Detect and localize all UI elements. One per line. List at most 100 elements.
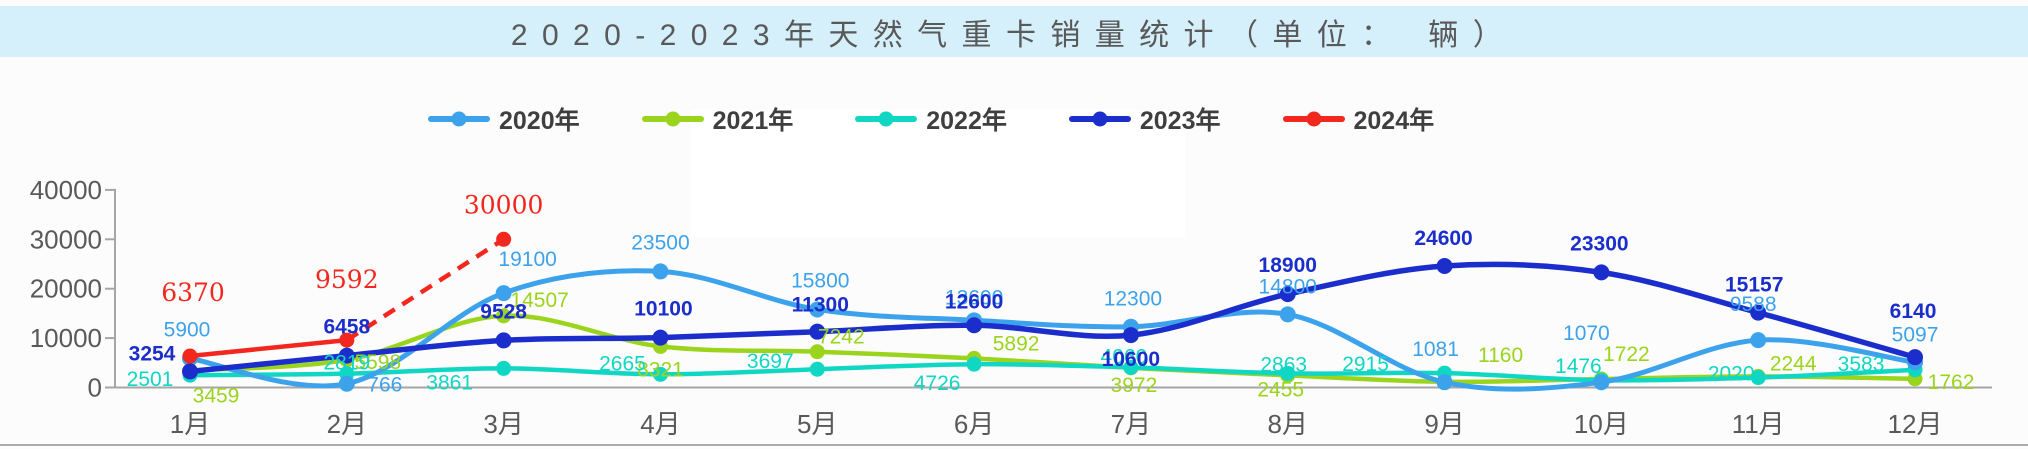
y-axis-tick-label: 20000 (30, 274, 102, 304)
x-axis-month-label: 6月 (954, 409, 994, 439)
chart-title: 2020-2023年天然气重卡销量统计（单位： 辆） (0, 6, 2028, 57)
series-line-dashed (345, 237, 505, 343)
data-point-label: 2244 (1770, 352, 1817, 375)
data-point (495, 332, 512, 349)
x-axis-month-label: 11月 (1732, 409, 1785, 439)
x-axis-month-label: 10月 (1574, 409, 1629, 439)
data-point (338, 347, 355, 364)
data-point-label: 4060 (1101, 345, 1148, 368)
data-point-label: 5900 (164, 318, 211, 341)
data-point-label: 8321 (637, 358, 684, 381)
data-point-label: 11300 (792, 294, 849, 317)
data-point-label: 1476 (1555, 355, 1602, 378)
y-axis-tick-label: 10000 (30, 323, 102, 353)
legend-label: 2023年 (1139, 107, 1221, 135)
data-point (809, 323, 826, 340)
data-point-label: 23500 (631, 231, 689, 254)
data-point-label: 2819 (323, 352, 370, 375)
data-point (809, 301, 826, 318)
data-point (495, 285, 512, 302)
axes: 0 10000 20000 30000 40000 1月 2月 3月 4月 5月 6月 7月 8月 9月 1… (30, 175, 1992, 439)
series-labels-2024: 6370 9592 30000 (161, 190, 543, 307)
data-point-label: 3254 (129, 342, 176, 365)
legend-label: 2021年 (712, 107, 794, 135)
data-point-label: 1070 (1563, 322, 1610, 345)
data-point (966, 317, 983, 334)
data-point (1593, 264, 1610, 281)
data-point-label: 15157 (1725, 274, 1783, 297)
legend-item-2020: 2020年 (428, 101, 580, 137)
data-point-label: 6458 (323, 316, 370, 339)
data-point-label: 23300 (1570, 232, 1628, 255)
data-point-label: 2665 (599, 352, 646, 375)
data-point (1279, 306, 1296, 323)
data-point (652, 366, 668, 382)
data-point-label: 12600 (945, 290, 1003, 313)
x-axis-month-label: 2月 (327, 409, 367, 439)
data-point (652, 329, 669, 346)
data-point (496, 308, 512, 324)
data-point (1123, 359, 1139, 375)
data-point (1750, 304, 1767, 321)
data-point-label: 5598 (354, 351, 401, 374)
data-point-label: 24600 (1414, 227, 1472, 250)
y-axis-tick-label: 0 (88, 373, 102, 403)
y-axis-tick-label: 30000 (30, 224, 102, 254)
legend-label: 2022年 (926, 107, 1007, 135)
data-point (339, 332, 355, 348)
data-point (1750, 370, 1766, 386)
data-point (182, 363, 198, 380)
data-point-label: 2915 (1342, 353, 1389, 376)
data-point-label: 7242 (818, 326, 865, 349)
series-2020 (182, 263, 1924, 392)
series-2023 (182, 257, 1924, 380)
series-labels-2021: 3459 5598 14507 8321 7242 5892 3972 2455 1160 172… (193, 289, 1975, 408)
legend-marker-icon (641, 111, 704, 127)
data-point-label: 1762 (1928, 371, 1975, 394)
data-point (1279, 286, 1296, 303)
data-point (1593, 374, 1610, 391)
legend-marker-icon (1282, 111, 1345, 127)
data-point-label: 4726 (914, 372, 961, 395)
legend-label: 2024年 (1353, 107, 1435, 135)
data-point (1436, 374, 1453, 391)
legend-item-2023: 2023年 (1068, 101, 1221, 137)
data-point-label: 6140 (1890, 300, 1937, 323)
series-labels-2023: 3254 6458 9528 10100 11300 12600 10600 18900 246… (129, 227, 1937, 371)
x-axis-month-label: 7月 (1111, 409, 1151, 439)
data-point-label: 2455 (1257, 378, 1304, 401)
x-axis-month-label: 3月 (483, 409, 523, 439)
background-patch (690, 110, 1185, 237)
data-point (1280, 365, 1296, 381)
data-point-label: 2020 (1708, 363, 1755, 386)
data-point (1122, 327, 1139, 344)
data-point-label: 3861 (426, 371, 473, 394)
series-line (189, 261, 1916, 375)
data-point (338, 375, 355, 392)
series-line-solid (189, 337, 348, 359)
data-point-label: 3972 (1111, 374, 1158, 397)
data-point-label: 9592 (315, 265, 379, 294)
data-point-label: 9588 (1730, 293, 1777, 316)
data-point-label: 10100 (634, 298, 692, 321)
data-point-label: 19100 (498, 248, 556, 271)
data-point (652, 263, 669, 280)
data-point-label: 2863 (1260, 353, 1307, 376)
series-line (189, 268, 1916, 392)
x-axis-month-label: 4月 (640, 409, 680, 439)
data-point-label: 1081 (1412, 338, 1459, 361)
data-point-label: 18900 (1259, 254, 1317, 277)
y-axis-tick-label: 40000 (30, 175, 102, 205)
data-point-label: 9528 (480, 300, 527, 323)
x-axis-month-label: 9月 (1424, 409, 1464, 439)
data-point (1436, 257, 1453, 274)
data-point-label: 5892 (993, 332, 1040, 355)
data-point-label: 3583 (1838, 353, 1885, 376)
bottom-divider (0, 444, 2028, 446)
data-point (1750, 332, 1767, 349)
x-axis-month-label: 1月 (170, 409, 210, 439)
legend-item-2024: 2024年 (1282, 101, 1435, 137)
legend-label: 2020年 (499, 107, 580, 135)
x-axis-month-label: 12月 (1888, 409, 1943, 439)
data-point (182, 348, 198, 364)
